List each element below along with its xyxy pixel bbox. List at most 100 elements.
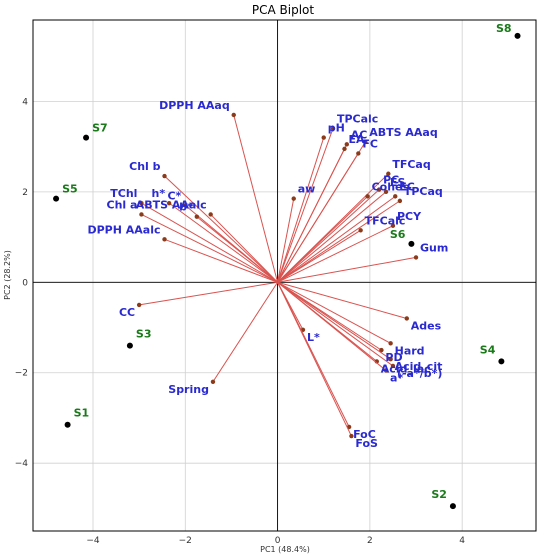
loading-arrow <box>212 282 278 383</box>
loading-tip <box>166 200 172 206</box>
loading-arrow <box>277 281 394 367</box>
loading-tip <box>413 255 419 260</box>
y-tick-label: 2 <box>22 188 28 198</box>
variable-label: Gum <box>420 241 448 254</box>
loading-tip <box>390 223 396 228</box>
loading-tip <box>139 212 144 217</box>
loading-tip <box>162 237 167 242</box>
loading-arrow <box>277 191 387 283</box>
variable-label: Ades <box>411 319 442 332</box>
loading-tip <box>330 126 336 131</box>
observation-point <box>83 134 90 141</box>
axes: −4 −2 0 2 4 −4 −2 0 2 4 <box>15 20 536 546</box>
chart-title: PCA Biplot <box>252 3 314 17</box>
loading-arrow <box>277 281 387 371</box>
variable-label: TFCaq <box>392 158 430 171</box>
variable-label: h* <box>152 187 166 200</box>
loading-arrow <box>277 281 391 360</box>
observation-point <box>53 195 60 202</box>
observation-point <box>498 358 505 365</box>
variable-label: Chl a <box>107 198 138 211</box>
loading-tip <box>386 171 391 176</box>
loading-tip <box>231 112 236 118</box>
variable-label: a* <box>390 371 403 384</box>
variable-label: DPPH AAalc <box>87 223 160 236</box>
observation-point <box>408 240 415 247</box>
loading-arrow <box>277 198 295 283</box>
x-tick-label: −4 <box>86 536 100 546</box>
observation-point <box>449 503 456 510</box>
observation-points <box>53 32 521 510</box>
loading-tip <box>358 228 363 233</box>
loading-tip <box>342 146 347 152</box>
loading-arrow <box>196 216 278 283</box>
loading-arrow <box>277 200 401 283</box>
y-tick-label: 0 <box>22 278 28 288</box>
x-tick-label: −2 <box>179 536 192 546</box>
variable-label: ABTS AAaq <box>369 126 437 139</box>
variable-label: Acid_lac <box>381 362 431 375</box>
observation-point <box>126 342 133 349</box>
loading-arrows <box>136 112 419 439</box>
loading-arrow <box>277 148 345 283</box>
loading-arrow <box>141 202 278 283</box>
variable-label: TFCalc <box>365 214 406 227</box>
observation-label: S5 <box>62 183 78 196</box>
loading-tip <box>321 135 326 140</box>
loading-tip <box>349 433 354 439</box>
plot-frame <box>32 19 537 532</box>
variable-label: b* <box>179 201 193 214</box>
observation-point <box>64 421 71 428</box>
loading-tip <box>388 341 393 346</box>
variable-label: EC <box>399 180 415 193</box>
variable-label: ABTS AAalc <box>136 198 207 211</box>
variable-label: DPPH AAaq <box>159 99 230 112</box>
loading-tip <box>383 368 389 373</box>
variable-label: AC <box>351 128 368 141</box>
loading-tip <box>379 347 384 353</box>
variable-label: PD <box>385 351 402 364</box>
loading-tip <box>397 198 403 204</box>
variable-label: aw <box>298 183 316 196</box>
loading-arrow <box>277 225 394 283</box>
loading-arrow <box>277 281 407 319</box>
variable-label: PCY <box>397 210 422 223</box>
loading-arrow <box>277 153 359 283</box>
variable-label: EA <box>348 133 365 146</box>
x-tick-label: 2 <box>367 536 373 546</box>
variable-label: Chl b <box>129 160 161 173</box>
loading-arrow <box>164 175 278 283</box>
observation-label: S7 <box>92 122 108 135</box>
loading-arrow <box>141 214 278 283</box>
variable-label: Hard <box>395 344 425 357</box>
variable-label: L* <box>307 331 320 344</box>
variable-label: PC <box>383 174 399 187</box>
loading-arrow <box>277 229 361 283</box>
variable-label: CC <box>119 306 135 319</box>
loading-arrow <box>168 202 278 283</box>
loading-arrow <box>277 195 396 283</box>
variable-label: FC <box>362 137 378 150</box>
loading-arrow <box>210 214 278 283</box>
loading-tip <box>404 316 409 321</box>
y-axis-label: PC2 (28.2%) <box>3 250 12 300</box>
loading-arrow <box>277 137 325 283</box>
loading-arrow <box>164 238 278 283</box>
loading-tip <box>194 214 200 219</box>
observation-label: S1 <box>74 407 90 420</box>
observation-point <box>514 32 521 39</box>
y-tick-label: 4 <box>22 97 28 107</box>
observation-label: S2 <box>431 488 447 501</box>
variable-label: FoC <box>353 428 376 441</box>
loading-tip <box>365 194 370 199</box>
loading-tip <box>136 302 142 308</box>
loading-tip <box>208 212 213 217</box>
loading-arrow <box>277 281 391 344</box>
observation-label: S8 <box>496 22 512 35</box>
variable-label: pH <box>328 122 345 135</box>
variable-label: Cohes <box>372 180 410 193</box>
loading-tip <box>210 379 216 384</box>
loading-arrow <box>233 114 279 283</box>
